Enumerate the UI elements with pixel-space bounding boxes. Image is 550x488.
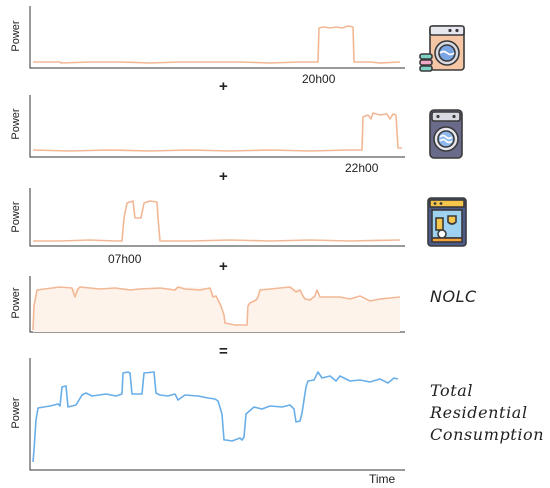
total-consumption-label: Total Residential Consumption [430,380,544,446]
dryer-time-label: 22h00 [345,161,379,175]
dishwasher-signal [33,200,401,242]
nolc-label: NOLC [430,287,477,306]
washing-machine-time-label: 20h00 [302,72,336,86]
panel3-axes [29,188,405,247]
dishwasher-time-label: 07h00 [108,252,142,266]
panel1-axes [29,6,405,69]
nolc-fill [33,287,400,332]
panel2-ylabel: Power [10,108,22,140]
plus-operator-2: + [219,168,228,185]
plus-operator-3: + [219,258,228,275]
washing-machine-icon [419,25,465,72]
total-label-line-1: Total [430,381,474,400]
total-signal [32,371,399,463]
panel5-ylabel: Power [10,397,22,429]
washing-machine-signal [33,25,401,64]
plus-operator-1: + [219,78,228,95]
panel2-axes [29,95,405,158]
nolc-signal [32,286,401,331]
equals-operator: = [219,343,228,360]
total-label-line-3: Consumption [430,425,545,444]
time-axis-label: Time [369,472,396,486]
panel5-axes [29,358,405,471]
dishwasher-icon [427,197,467,247]
dryer-icon [429,109,463,159]
dryer-signal [32,112,402,152]
panel3-ylabel: Power [10,201,22,233]
panel1-ylabel: Power [10,20,22,52]
panel4-ylabel: Power [10,287,22,319]
total-label-line-2: Residential [430,403,528,422]
